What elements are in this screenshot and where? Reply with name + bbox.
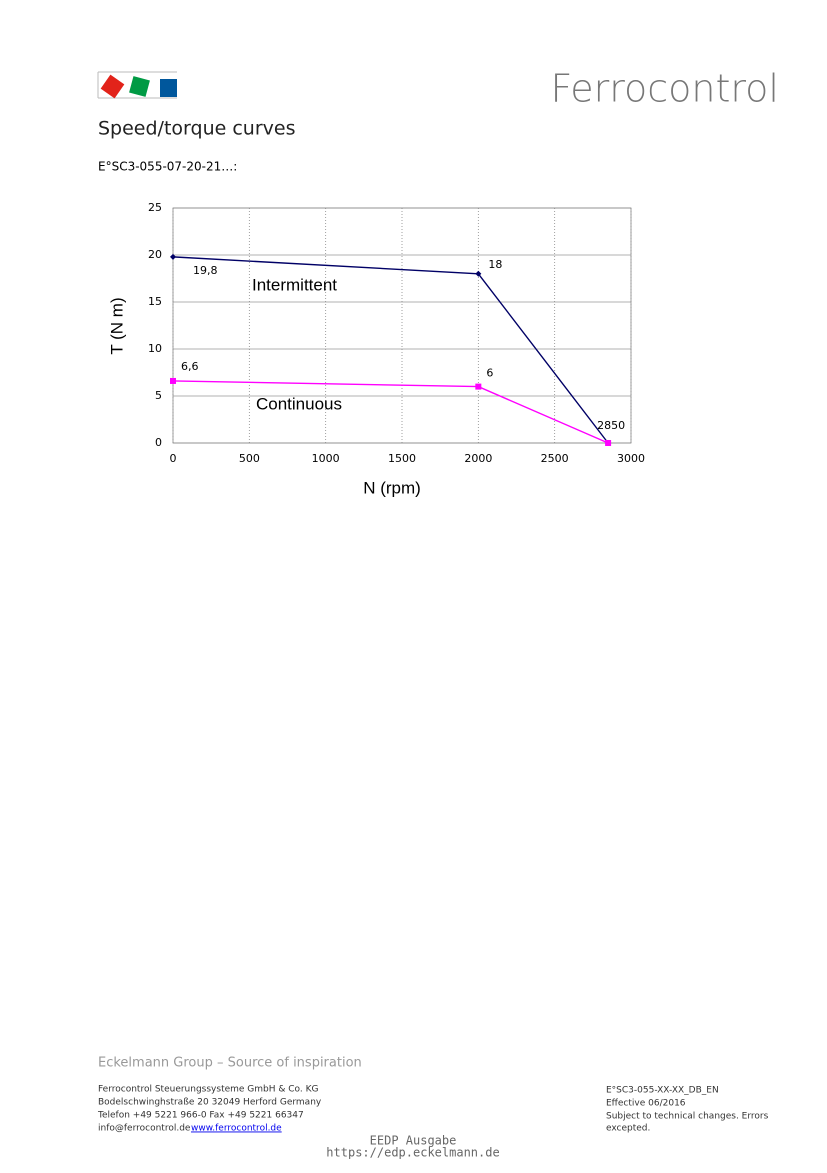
stamp-url: https://edp.eckelmann.de bbox=[326, 1146, 499, 1160]
effective: Effective 06/2016 bbox=[606, 1099, 686, 1109]
y-tick-label: 25 bbox=[148, 201, 162, 214]
y-tick-label: 0 bbox=[155, 436, 162, 449]
disclaimer: Subject to technical changes. Errors bbox=[606, 1112, 769, 1122]
y-tick-label: 5 bbox=[155, 389, 162, 402]
value-label: 18 bbox=[488, 258, 502, 271]
disclaimer-end: excepted. bbox=[606, 1124, 650, 1134]
web-link[interactable]: www.ferrocontrol.de bbox=[191, 1124, 282, 1134]
logo bbox=[97, 71, 177, 99]
x-tick-label: 2000 bbox=[464, 452, 492, 465]
series-label: Continuous bbox=[256, 394, 342, 413]
address: Bodelschwinghstraße 20 32049 Herford Ger… bbox=[98, 1098, 322, 1108]
doc-id: E°SC3-055-XX-XX_DB_EN bbox=[606, 1086, 719, 1096]
y-tick-label: 10 bbox=[148, 342, 162, 355]
marker bbox=[170, 377, 176, 384]
tagline: Eckelmann Group – Source of inspiration bbox=[98, 1056, 362, 1071]
chart: 0 5 10 15 20 25 0 500 1000 1500 2000 2500 3000 N (rpm… bbox=[107, 201, 645, 497]
x-tick-label: 0 bbox=[170, 452, 177, 465]
x-axis-label: N (rpm) bbox=[363, 478, 421, 497]
marker bbox=[170, 253, 176, 260]
phone: Telefon +49 5221 966-0 Fax +49 5221 6634… bbox=[97, 1111, 304, 1121]
y-tick-label: 15 bbox=[148, 295, 162, 308]
value-label: 6 bbox=[486, 367, 493, 380]
email: info@ferrocontrol.de bbox=[98, 1124, 191, 1134]
stamp: EEDP Ausgabe bbox=[370, 1134, 457, 1148]
marker bbox=[605, 440, 612, 446]
series-line bbox=[172, 380, 609, 444]
company: Ferrocontrol Steuerungssysteme GmbH & Co… bbox=[98, 1085, 319, 1095]
marker bbox=[475, 383, 482, 390]
x-tick-label: 1500 bbox=[388, 452, 416, 465]
point-label: 2850 bbox=[597, 419, 625, 432]
brand: Ferrocontrol bbox=[550, 67, 779, 111]
x-tick-label: 1000 bbox=[312, 452, 340, 465]
x-tick-label: 2500 bbox=[541, 452, 569, 465]
x-tick-label: 3000 bbox=[617, 452, 645, 465]
y-axis-label: T (N m) bbox=[107, 297, 126, 354]
value-label: 6,6 bbox=[181, 360, 199, 373]
series-label: Intermittent bbox=[252, 275, 337, 294]
x-tick-label: 500 bbox=[239, 452, 260, 465]
value-label: 19,8 bbox=[193, 264, 218, 277]
page-title: Speed/torque curves bbox=[98, 118, 295, 140]
y-tick-label: 20 bbox=[148, 248, 162, 261]
marker bbox=[475, 270, 482, 277]
plot-frame bbox=[172, 207, 632, 444]
subtitle: E°SC3-055-07-20-21…: bbox=[98, 160, 237, 174]
